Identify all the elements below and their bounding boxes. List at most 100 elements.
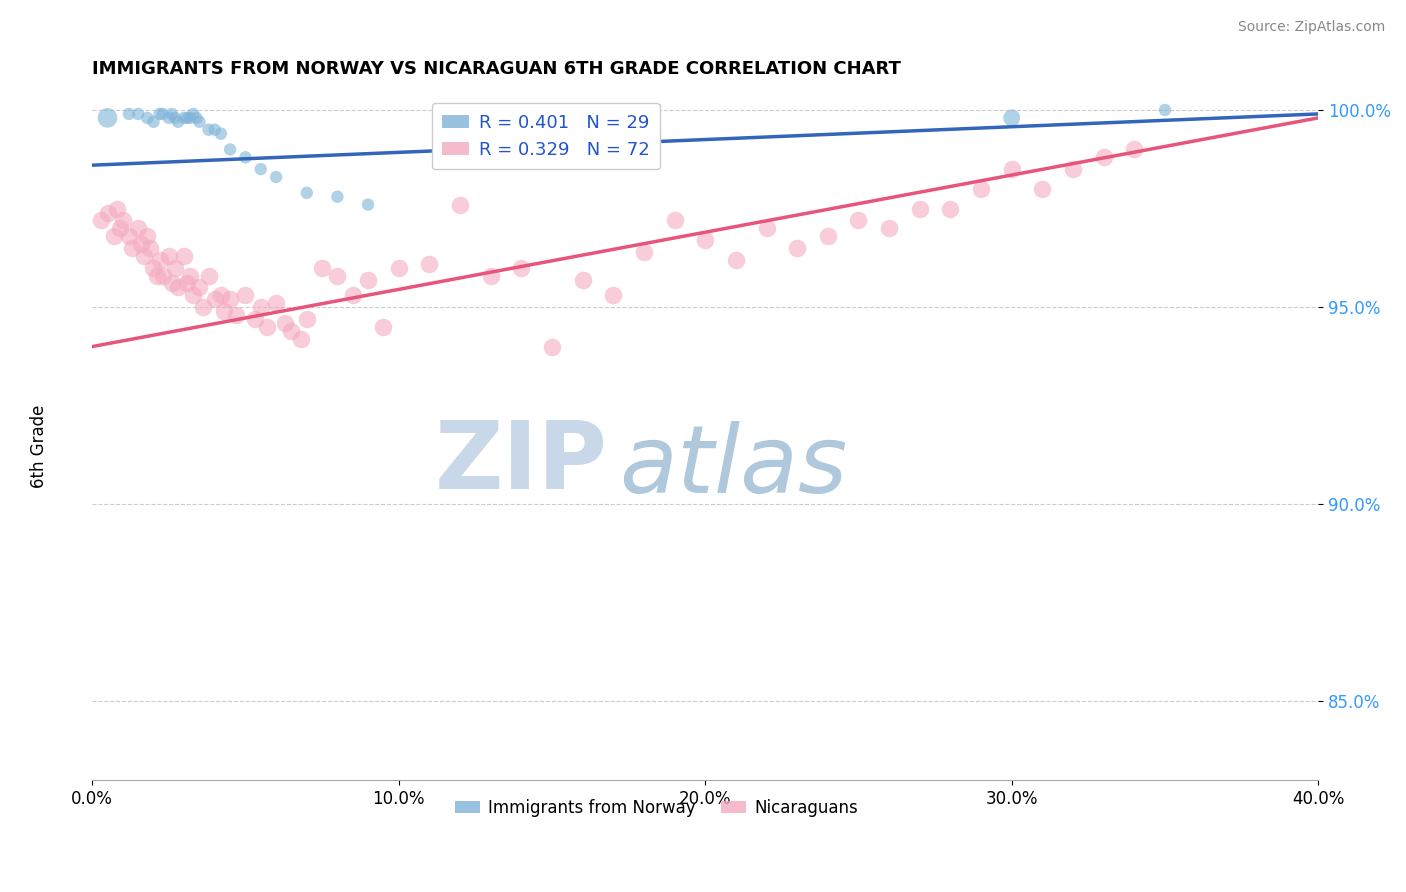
- Point: [908, 202, 931, 216]
- Point: [188, 115, 211, 129]
- Point: [96, 111, 118, 125]
- Point: [209, 127, 232, 141]
- Point: [197, 122, 219, 136]
- Point: [311, 260, 333, 275]
- Point: [235, 288, 257, 302]
- Point: [209, 288, 232, 302]
- Point: [970, 182, 993, 196]
- Point: [197, 268, 219, 283]
- Point: [1092, 150, 1115, 164]
- Point: [152, 268, 174, 283]
- Point: [167, 115, 190, 129]
- Point: [160, 277, 183, 291]
- Point: [96, 205, 118, 219]
- Point: [602, 288, 624, 302]
- Point: [848, 213, 870, 227]
- Point: [571, 272, 593, 286]
- Point: [118, 229, 141, 244]
- Legend: Immigrants from Norway, Nicaraguans: Immigrants from Norway, Nicaraguans: [449, 792, 865, 823]
- Point: [1001, 162, 1024, 177]
- Point: [108, 221, 131, 235]
- Point: [418, 257, 440, 271]
- Point: [142, 260, 165, 275]
- Text: Source: ZipAtlas.com: Source: ZipAtlas.com: [1237, 20, 1385, 34]
- Point: [179, 111, 201, 125]
- Point: [160, 107, 183, 121]
- Point: [786, 241, 808, 255]
- Point: [664, 213, 686, 227]
- Point: [219, 143, 242, 157]
- Point: [249, 300, 271, 314]
- Point: [510, 260, 533, 275]
- Point: [280, 324, 302, 338]
- Point: [235, 150, 257, 164]
- Point: [142, 115, 165, 129]
- Point: [1001, 111, 1024, 125]
- Point: [342, 288, 364, 302]
- Point: [1062, 162, 1084, 177]
- Point: [204, 292, 226, 306]
- Point: [152, 107, 174, 121]
- Point: [179, 268, 201, 283]
- Point: [188, 280, 211, 294]
- Point: [817, 229, 839, 244]
- Point: [139, 241, 162, 255]
- Point: [1154, 103, 1177, 117]
- Point: [176, 111, 198, 125]
- Point: [127, 221, 149, 235]
- Point: [136, 229, 159, 244]
- Point: [111, 213, 134, 227]
- Point: [295, 186, 318, 200]
- Point: [183, 288, 205, 302]
- Point: [357, 197, 380, 211]
- Point: [163, 111, 186, 125]
- Text: ZIP: ZIP: [434, 417, 607, 508]
- Point: [541, 340, 564, 354]
- Text: 6th Grade: 6th Grade: [31, 404, 48, 488]
- Point: [264, 296, 287, 310]
- Point: [449, 197, 471, 211]
- Point: [136, 111, 159, 125]
- Point: [121, 241, 143, 255]
- Point: [183, 107, 205, 121]
- Point: [149, 252, 172, 267]
- Point: [939, 202, 962, 216]
- Point: [149, 107, 172, 121]
- Point: [90, 213, 112, 227]
- Point: [264, 169, 287, 184]
- Point: [157, 111, 180, 125]
- Point: [176, 277, 198, 291]
- Point: [204, 122, 226, 136]
- Text: atlas: atlas: [620, 421, 848, 512]
- Point: [212, 304, 235, 318]
- Point: [357, 272, 380, 286]
- Point: [173, 111, 195, 125]
- Point: [145, 268, 167, 283]
- Point: [249, 162, 271, 177]
- Point: [163, 260, 186, 275]
- Point: [1031, 182, 1053, 196]
- Point: [1123, 143, 1146, 157]
- Point: [173, 249, 195, 263]
- Point: [105, 202, 128, 216]
- Point: [724, 252, 747, 267]
- Point: [479, 268, 502, 283]
- Point: [186, 111, 208, 125]
- Point: [877, 221, 900, 235]
- Point: [167, 280, 190, 294]
- Point: [103, 229, 125, 244]
- Point: [326, 190, 349, 204]
- Point: [256, 319, 278, 334]
- Point: [295, 312, 318, 326]
- Text: IMMIGRANTS FROM NORWAY VS NICARAGUAN 6TH GRADE CORRELATION CHART: IMMIGRANTS FROM NORWAY VS NICARAGUAN 6TH…: [93, 60, 901, 78]
- Point: [388, 260, 411, 275]
- Point: [326, 268, 349, 283]
- Point: [129, 237, 152, 252]
- Point: [225, 308, 247, 322]
- Point: [134, 249, 156, 263]
- Point: [127, 107, 149, 121]
- Point: [274, 316, 297, 330]
- Point: [219, 292, 242, 306]
- Point: [191, 300, 214, 314]
- Point: [118, 107, 141, 121]
